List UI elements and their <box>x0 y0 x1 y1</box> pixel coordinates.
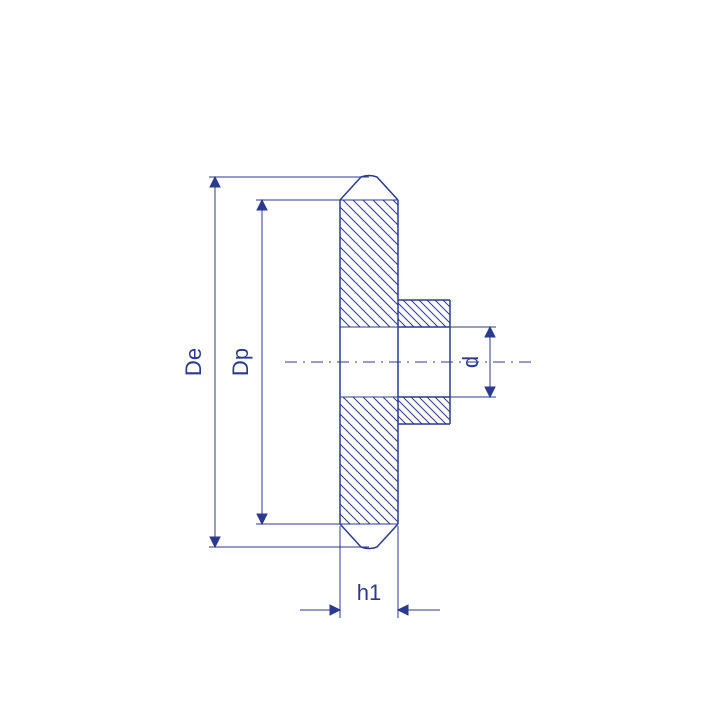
svg-text:d: d <box>458 356 483 368</box>
svg-text:De: De <box>181 348 206 376</box>
svg-text:Dp: Dp <box>228 348 253 376</box>
svg-text:h1: h1 <box>357 580 381 605</box>
